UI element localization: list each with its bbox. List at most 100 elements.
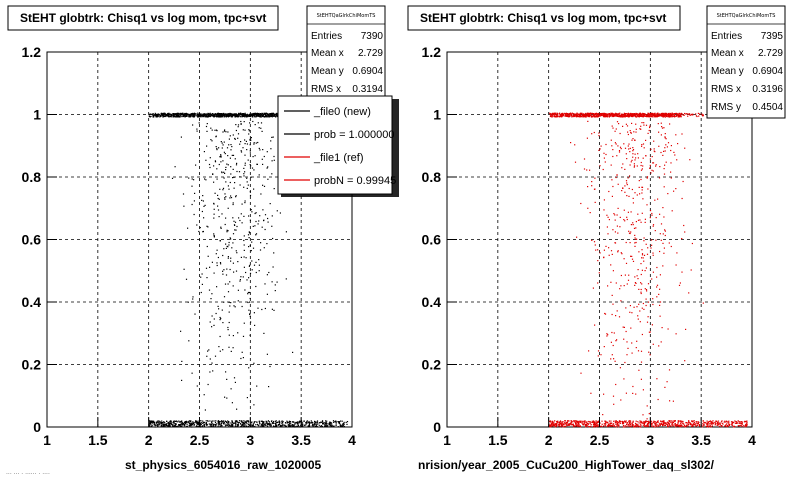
scatter-point — [576, 424, 578, 426]
scatter-point — [558, 113, 560, 115]
scatter-point — [247, 426, 249, 428]
scatter-point — [662, 114, 664, 116]
scatter-point — [576, 421, 578, 423]
scatter-point — [556, 421, 559, 423]
scatter-point — [660, 134, 662, 136]
scatter-point — [620, 285, 622, 287]
scatter-point — [671, 422, 674, 424]
scatter-point — [684, 424, 686, 426]
scatter-point — [313, 424, 315, 426]
scatter-point — [628, 422, 631, 424]
scatter-point — [615, 112, 617, 114]
scatter-point — [176, 114, 178, 116]
scatter-point — [225, 423, 227, 425]
scatter-point — [737, 425, 739, 427]
scatter-point — [604, 313, 607, 315]
scatter-point — [577, 425, 579, 427]
scatter-point — [632, 150, 634, 152]
scatter-point — [253, 169, 255, 171]
scatter-point — [551, 421, 553, 423]
scatter-point — [631, 312, 633, 314]
scatter-point — [630, 114, 632, 116]
scatter-point — [560, 113, 562, 116]
scatter-point — [248, 237, 250, 239]
scatter-point — [595, 420, 597, 422]
scatter-point — [276, 210, 278, 212]
scatter-point — [656, 113, 658, 115]
scatter-point — [603, 423, 605, 425]
scatter-point — [629, 242, 631, 244]
scatter-point — [155, 113, 157, 115]
scatter-point — [659, 288, 661, 290]
scatter-point — [257, 223, 259, 225]
scatter-point — [201, 115, 203, 117]
scatter-point — [741, 421, 743, 423]
scatter-point — [204, 204, 206, 206]
scatter-point — [600, 114, 602, 116]
scatter-point — [233, 377, 236, 379]
scatter-point — [635, 128, 637, 130]
scatter-point — [632, 222, 634, 224]
scatter-point — [637, 115, 639, 117]
scatter-point — [640, 128, 642, 130]
scatter-point — [205, 113, 207, 115]
scatter-point — [603, 157, 605, 159]
scatter-point — [698, 424, 701, 426]
scatter-point — [680, 420, 682, 422]
scatter-point — [716, 423, 718, 425]
scatter-point — [271, 225, 273, 227]
scatter-point — [625, 330, 627, 333]
scatter-point — [745, 424, 747, 426]
scatter-point — [619, 116, 621, 118]
scatter-point — [174, 113, 176, 115]
scatter-point — [634, 425, 636, 427]
scatter-point — [268, 386, 270, 388]
scatter-point — [665, 423, 667, 425]
scatter-point — [697, 423, 699, 425]
scatter-point — [646, 177, 648, 179]
scatter-point — [284, 424, 286, 426]
scatter-point — [332, 421, 335, 423]
scatter-point — [601, 114, 603, 116]
scatter-point — [681, 113, 683, 115]
scatter-point — [570, 115, 572, 117]
scatter-point — [603, 425, 605, 427]
scatter-point — [615, 383, 617, 386]
scatter-point — [637, 157, 639, 159]
scatter-point — [274, 284, 276, 286]
scatter-point — [590, 392, 592, 394]
scatter-point — [148, 116, 151, 118]
scatter-point — [668, 424, 670, 426]
scatter-point — [244, 139, 246, 141]
scatter-point — [663, 150, 665, 152]
scatter-point — [658, 145, 660, 147]
scatter-point — [711, 425, 713, 427]
scatter-point — [341, 424, 343, 426]
scatter-point — [239, 219, 241, 222]
y-tick-label: 0.8 — [422, 169, 442, 185]
scatter-point — [619, 288, 621, 290]
scatter-point — [667, 425, 669, 427]
scatter-point — [222, 322, 224, 324]
scatter-point — [247, 159, 249, 161]
scatter-point — [638, 116, 640, 118]
scatter-point — [553, 424, 555, 427]
scatter-point — [203, 424, 205, 427]
scatter-point — [276, 426, 278, 428]
scatter-point — [666, 115, 668, 118]
scatter-point — [280, 421, 282, 423]
scatter-point — [229, 305, 231, 307]
scatter-point — [584, 425, 587, 427]
scatter-point — [655, 217, 657, 219]
scatter-point — [643, 122, 645, 124]
scatter-point — [734, 420, 736, 422]
scatter-point — [639, 115, 642, 117]
scatter-point — [233, 114, 235, 117]
scatter-point — [156, 115, 158, 117]
scatter-point — [661, 327, 663, 329]
scatter-point — [685, 426, 687, 428]
scatter-point — [571, 113, 573, 115]
scatter-point — [205, 116, 207, 118]
scatter-point — [605, 421, 607, 423]
scatter-point — [215, 135, 217, 137]
